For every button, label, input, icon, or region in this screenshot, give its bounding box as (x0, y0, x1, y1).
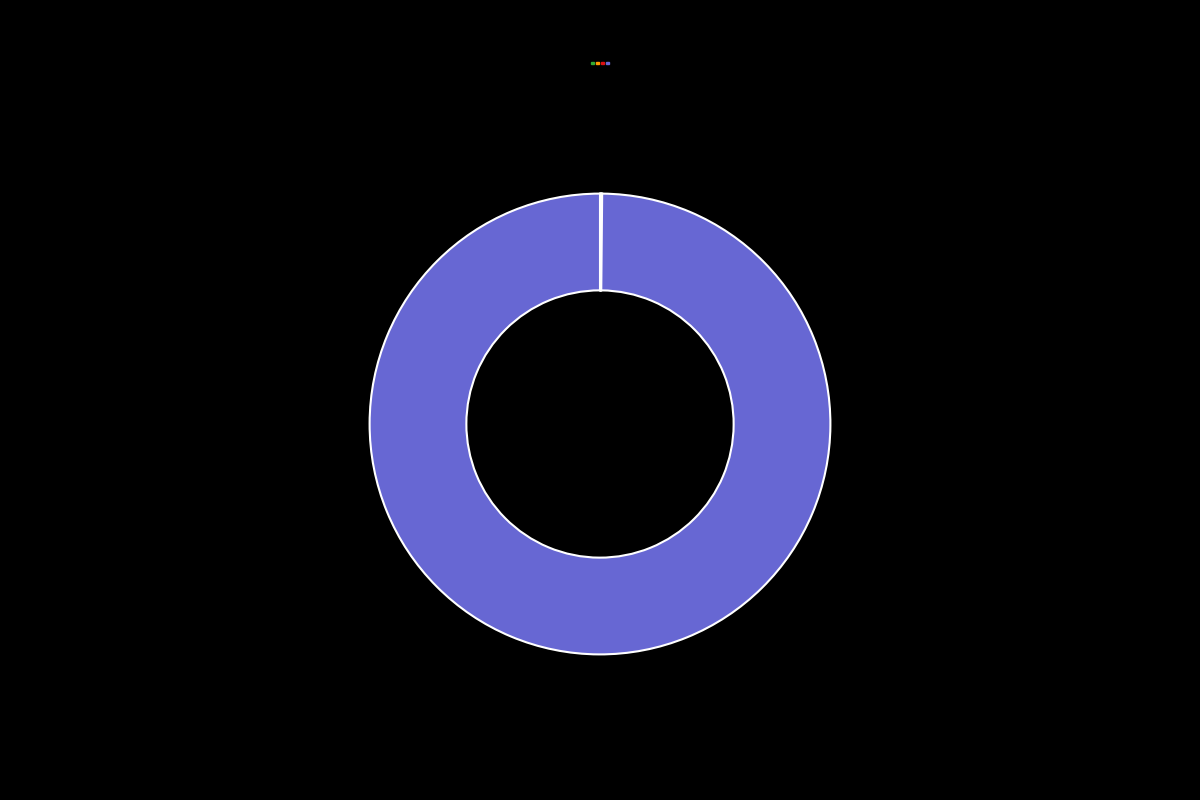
Wedge shape (601, 194, 602, 290)
Legend: , , , : , , , (590, 62, 610, 65)
Wedge shape (370, 194, 830, 654)
